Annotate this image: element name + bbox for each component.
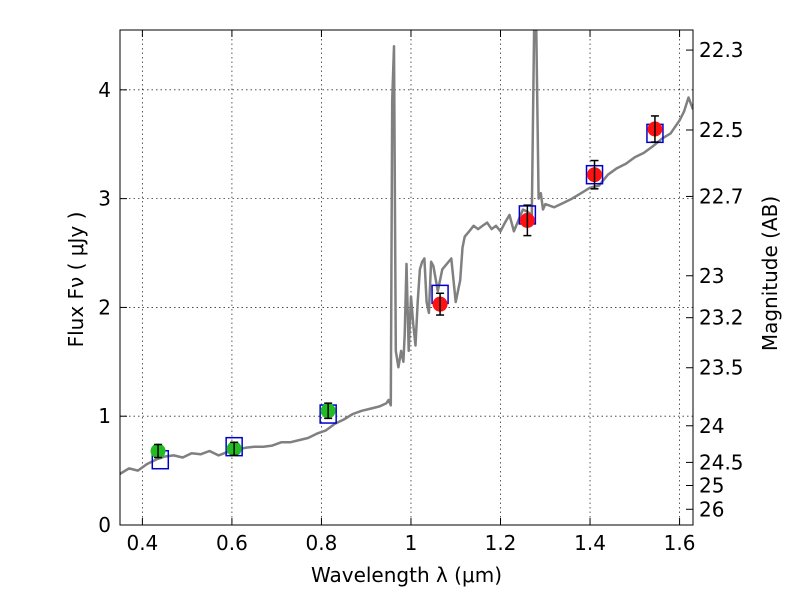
y2-tick-label: 25 xyxy=(699,473,724,497)
y2-tick-label: 23.2 xyxy=(699,306,744,330)
y2-tick-label: 23 xyxy=(699,264,724,288)
x-tick-label: 0.6 xyxy=(216,531,248,555)
x-tick-label: 0.4 xyxy=(126,531,158,555)
y-tick-label: 4 xyxy=(98,78,111,102)
y-tick-label: 1 xyxy=(98,404,111,428)
y-tick-label: 3 xyxy=(98,187,111,211)
axis-ticks: 0.4 0.6 0.8 1 1.2 1.4 1.60123422.322.522.72323… xyxy=(98,30,744,555)
x-tick-label: 0.8 xyxy=(306,531,338,555)
x-tick-label: 1.6 xyxy=(664,531,696,555)
y2-tick-label: 24.5 xyxy=(699,450,744,474)
x-tick-label: 1.4 xyxy=(574,531,606,555)
x-tick-label: 1 xyxy=(405,531,418,555)
y-tick-label: 0 xyxy=(98,513,111,537)
y2-tick-label: 23.5 xyxy=(699,356,744,380)
y2-tick-label: 22.3 xyxy=(699,38,744,62)
grid-lines xyxy=(120,30,693,525)
y-tick-label: 2 xyxy=(98,295,111,319)
x-tick-label: 1.2 xyxy=(485,531,517,555)
data-points-layer xyxy=(150,115,664,470)
plot-frame xyxy=(119,29,694,526)
y2-tick-label: 24 xyxy=(699,414,724,438)
x-axis-title: Wavelength λ (μm) xyxy=(311,563,502,587)
y2-tick-label: 26 xyxy=(699,497,724,521)
y2-axis-title: Magnitude (AB) xyxy=(758,196,782,351)
y-axis-title: Flux Fν ( μJy ) xyxy=(64,212,88,348)
spectrum-layer xyxy=(120,30,693,475)
spectrum-line xyxy=(120,30,693,475)
y2-tick-label: 22.5 xyxy=(699,118,744,142)
y2-tick-label: 22.7 xyxy=(699,184,744,208)
